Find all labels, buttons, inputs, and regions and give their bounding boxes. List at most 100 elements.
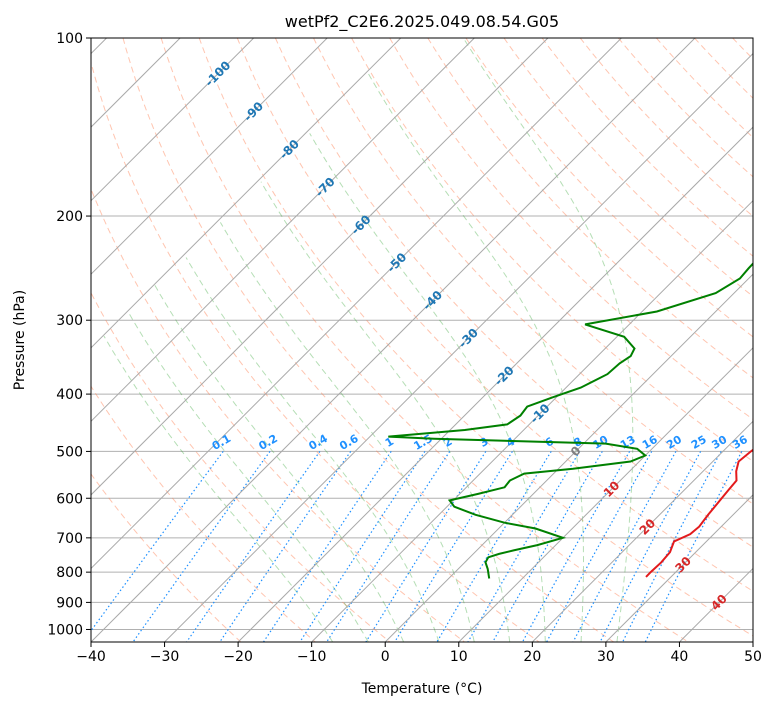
y-tick-label-100: 100 [56, 31, 83, 47]
dry-adiabat-470 [771, 38, 775, 642]
x-tick-label-30: 30 [597, 649, 615, 665]
dry-adiabat-380 [427, 38, 753, 379]
dry-adiabat-400 [503, 38, 753, 298]
moist-adiabat--5 [128, 313, 369, 642]
moist-adiabat-30 [462, 38, 634, 642]
dry-adiabat-310 [160, 38, 689, 642]
mixing-ratio-line-10 [492, 451, 603, 642]
x-axis-label: Temperature (°C) [361, 681, 483, 697]
dry-adiabat-390 [465, 38, 753, 338]
pressure-grid [91, 38, 753, 630]
mixing-ratio-line-13 [521, 451, 631, 642]
mixing-ratio-label-0.4: 0.4 [306, 432, 330, 453]
temperature-profile [645, 448, 753, 578]
dry-adiabat-370 [389, 38, 753, 420]
isotherm--30 [164, 52, 753, 642]
dry-adiabat-350 [313, 38, 753, 505]
dry-adiabat-300 [122, 38, 614, 642]
isotherm-20 [531, 420, 753, 642]
chart-title: wetPf2_C2E6.2025.049.08.54.G05 [285, 12, 559, 32]
dry-adiabat-410 [541, 38, 753, 257]
plot-area: 0.1 0.2 0.4 0.6 1 1.5 2 3 4 6 8 10 13 16 20 25 30 36 -100… [91, 38, 775, 642]
isotherms [91, 38, 753, 642]
isotherm-40 [679, 567, 753, 642]
moist-adiabat-20 [309, 133, 546, 642]
x-tick-label-10: 10 [450, 649, 468, 665]
mixing-ratio-line-25 [599, 451, 702, 642]
mixing-ratio-line-16 [546, 451, 653, 642]
y-axis-label: Pressure (hPa) [12, 290, 28, 390]
profiles [388, 262, 753, 579]
dry-adiabat-340 [274, 38, 753, 548]
isotherm--40 [91, 38, 696, 642]
mixing-ratio-line-2 [326, 451, 451, 642]
moist-adiabat-5 [185, 257, 440, 642]
isotherm--80 [91, 38, 402, 349]
moist-adiabat--10 [103, 335, 334, 642]
y-tick-label-800: 800 [56, 565, 83, 581]
plot-frame [90, 37, 754, 643]
x-axis-ticks: −40 −30 −20 −10 0 10 20 30 40 50 [76, 642, 762, 665]
dry-adiabat-260 [91, 385, 316, 642]
x-tick-label--40: −40 [76, 649, 106, 665]
dry-adiabat-280 [91, 187, 465, 642]
mixing-ratio-label-20: 20 [664, 433, 684, 452]
isotherm--90 [91, 38, 328, 275]
isotherm--10 [311, 199, 753, 642]
isotherm--60 [91, 38, 549, 496]
x-tick-label-50: 50 [744, 649, 762, 665]
mixing-ratio-label-25: 25 [689, 433, 709, 452]
mixing-ratio-line-4 [394, 451, 513, 642]
mixing-ratio-line-8 [467, 451, 581, 642]
moist-adiabat-15 [260, 181, 511, 642]
isotherm--100 [91, 38, 255, 202]
y-tick-label-400: 400 [56, 387, 83, 403]
dry-adiabat-270 [91, 291, 391, 642]
mixing-ratio-line-30 [622, 451, 722, 642]
y-tick-label-200: 200 [56, 209, 83, 225]
isotherm--70 [91, 38, 475, 423]
y-tick-label-900: 900 [56, 595, 83, 611]
isotherm-30 [605, 494, 753, 642]
mixing-ratio-line-1 [262, 451, 392, 642]
isotherm-50 [752, 641, 753, 642]
isotherm--50 [91, 38, 622, 570]
y-axis-ticks: 100 200 300 400 500 600 700 800 900 1000 [47, 31, 91, 638]
dry-adiabat-330 [236, 38, 753, 592]
x-tick-label--10: −10 [297, 649, 327, 665]
isotherm-0 [384, 273, 753, 642]
dry-adiabat-460 [732, 38, 753, 60]
dewpoint-profile [388, 262, 753, 579]
mixing-ratio-line-3 [365, 451, 487, 642]
mixing-ratio-line-0.6 [219, 451, 352, 642]
y-tick-label-1000: 1000 [47, 622, 83, 638]
mixing-ratio-label-0.1: 0.1 [210, 432, 233, 453]
moist-adiabat-10 [219, 222, 475, 642]
moist-adiabats [103, 38, 634, 642]
y-tick-label-500: 500 [56, 444, 83, 460]
y-tick-label-300: 300 [56, 313, 83, 329]
dry-adiabat-320 [198, 38, 753, 637]
isotherm--20 [237, 126, 753, 642]
dry-adiabats [91, 38, 775, 642]
dry-adiabat-450 [694, 38, 753, 99]
dry-adiabat-420 [579, 38, 753, 218]
dry-adiabat-440 [656, 38, 753, 139]
x-tick-label-0: 0 [381, 649, 390, 665]
dry-adiabat-360 [351, 38, 753, 462]
mixing-ratio-line-0.1 [91, 451, 224, 632]
mixing-ratio-label-2: 2 [441, 435, 454, 450]
x-tick-label-20: 20 [523, 649, 541, 665]
x-tick-label--30: −30 [150, 649, 180, 665]
mixing-ratio-label-3: 3 [477, 435, 490, 450]
mixing-ratio-label-36: 36 [730, 433, 750, 452]
y-tick-label-700: 700 [56, 531, 83, 547]
mixing-ratio-line-0.2 [132, 451, 271, 642]
x-tick-label-40: 40 [671, 649, 689, 665]
mixing-ratio-label-30: 30 [709, 433, 729, 452]
mixing-ratio-line-20 [572, 451, 677, 642]
dry-adiabat-250 [91, 473, 242, 642]
mixing-ratio-line-6 [436, 451, 552, 642]
